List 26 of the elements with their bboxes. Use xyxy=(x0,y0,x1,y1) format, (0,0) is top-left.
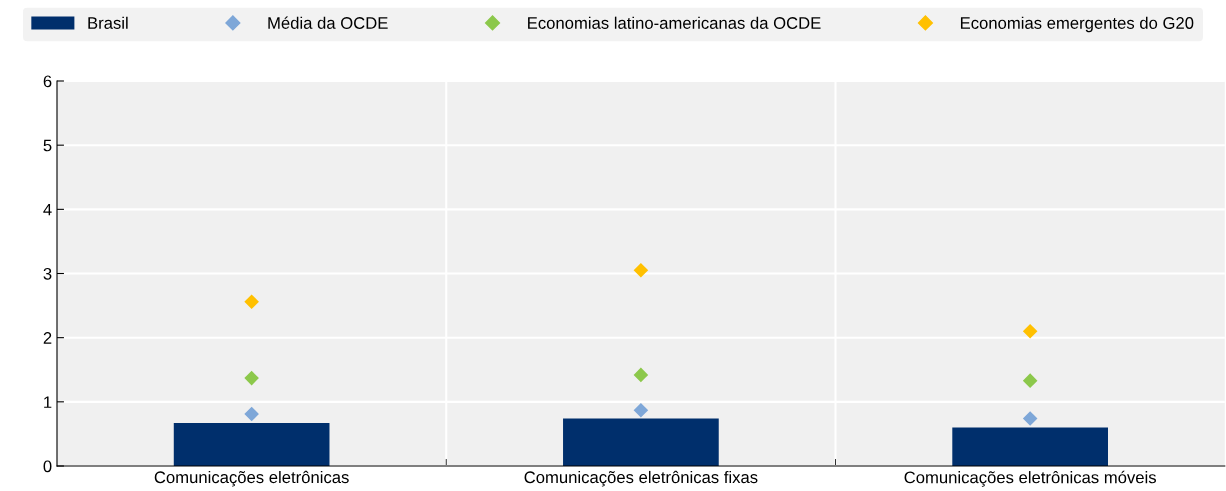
point xyxy=(1022,373,1038,388)
legend-label: Brasil xyxy=(88,16,128,29)
bar xyxy=(563,418,719,466)
bar xyxy=(173,423,330,466)
point xyxy=(1022,411,1038,426)
point xyxy=(244,294,259,310)
bar xyxy=(952,427,1108,466)
legend-label: Economias emergentes do G20 xyxy=(960,16,1194,33)
y-tick-label: 0 xyxy=(43,460,52,473)
x-tick-label: Comunicações eletrônicas xyxy=(154,470,349,487)
point xyxy=(633,402,649,418)
point xyxy=(1022,323,1038,339)
point xyxy=(633,367,649,383)
legend-label: Média da OCDE xyxy=(268,16,388,29)
point xyxy=(244,370,259,386)
x-tick-label: Comunicações eletrônicas fixas xyxy=(524,470,758,487)
y-tick-label: 3 xyxy=(43,267,52,280)
y-tick-label: 6 xyxy=(43,75,52,88)
x-tick-label: Comunicações eletrônicas móveis xyxy=(904,470,1156,487)
y-tick-label: 1 xyxy=(44,396,52,408)
legend-label: Economias latino-americanas da OCDE xyxy=(528,16,821,29)
y-tick-label: 5 xyxy=(43,139,52,152)
point xyxy=(244,406,259,422)
point xyxy=(633,263,649,278)
y-tick-label: 2 xyxy=(43,332,52,344)
y-tick-label: 4 xyxy=(43,203,52,216)
